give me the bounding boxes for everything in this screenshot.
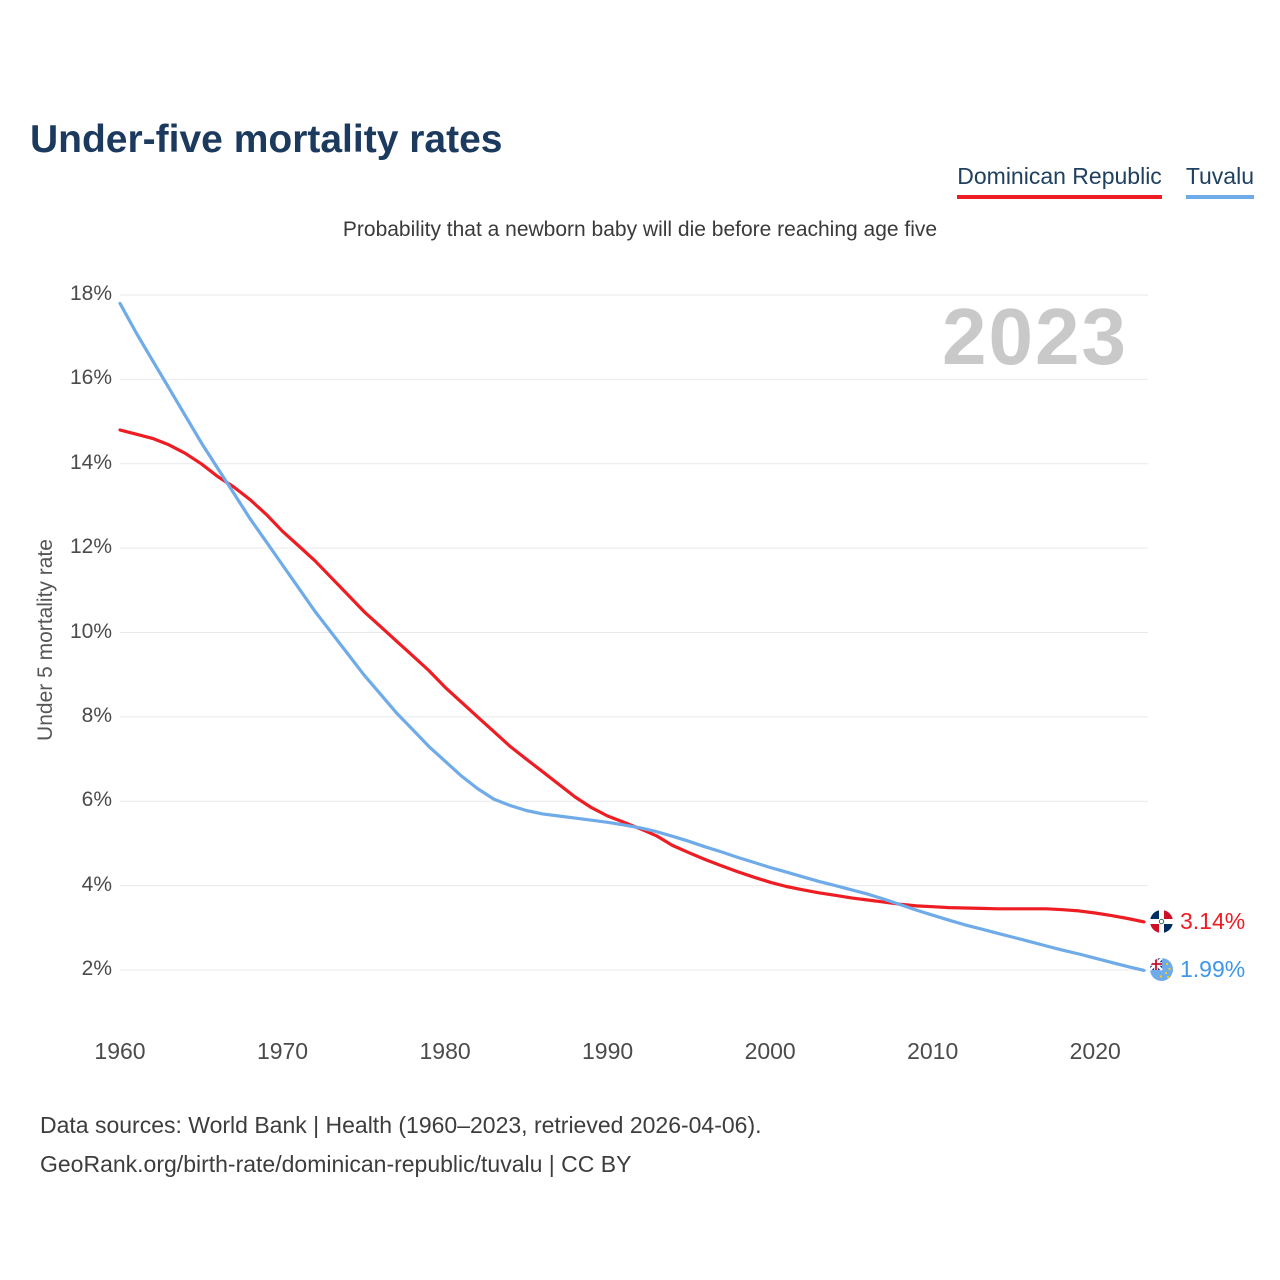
y-axis-tick-label: 6%	[81, 788, 112, 812]
y-axis-tick-label: 2%	[81, 957, 112, 980]
end-value-dominican-republic: 3.14%	[1180, 907, 1246, 934]
legend-item-tuvalu[interactable]: Tuvalu	[1185, 163, 1254, 199]
attribution-line: GeoRank.org/birth-rate/dominican-republi…	[40, 1151, 632, 1177]
series-line-tuvalu	[118, 301, 1146, 973]
end-label-dominican-republic: 3.14%	[1150, 908, 1245, 935]
y-axis-title: Under 5 mortality rate	[34, 539, 57, 741]
footer: Data sources: World Bank | Health (1960–…	[40, 1106, 762, 1184]
x-axis-tick-label: 2020	[1069, 1038, 1121, 1064]
x-axis-tick-label: 1960	[94, 1038, 146, 1064]
x-axis-tick-label: 1970	[256, 1038, 309, 1064]
y-axis-tick-label: 10%	[69, 619, 112, 643]
y-axis-tick-label: 4%	[81, 872, 112, 896]
x-axis-tick-label: 2000	[744, 1038, 796, 1064]
legend-item-dominican-republic[interactable]: Dominican Republic	[957, 163, 1162, 199]
x-axis-tick-label: 1980	[419, 1038, 471, 1064]
page-title: Under-five mortality rates	[30, 118, 503, 162]
x-axis-tick-label: 1990	[582, 1038, 634, 1064]
y-axis-tick-label: 14%	[69, 450, 112, 474]
end-label-tuvalu: 1.99%	[1150, 956, 1245, 983]
y-axis-tick-label: 16%	[69, 366, 112, 390]
x-axis-tick-label: 2010	[907, 1038, 959, 1064]
y-axis-tick-label: 8%	[81, 703, 112, 727]
tuvalu-flag-icon	[1150, 958, 1173, 982]
watermark-year: 2023	[942, 292, 1128, 381]
dominican-republic-flag-icon	[1150, 909, 1173, 933]
y-axis-tick-label: 12%	[69, 535, 112, 559]
series-line-dominican-republic	[118, 428, 1146, 924]
chart-subtitle: Probability that a newborn baby will die…	[342, 218, 938, 241]
end-value-tuvalu: 1.99%	[1180, 956, 1246, 983]
legend: Dominican Republic Tuvalu	[957, 163, 1254, 199]
y-axis-tick-label: 18%	[69, 282, 112, 305]
data-sources-line: Data sources: World Bank | Health (1960–…	[40, 1112, 762, 1138]
